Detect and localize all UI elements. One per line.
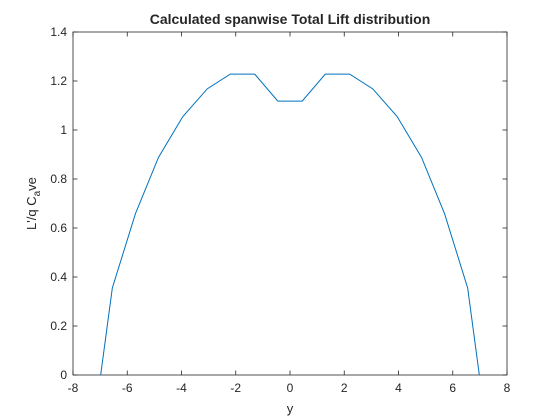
x-tick-label: -2 [230,381,241,395]
y-tick-label: 1.2 [50,74,67,88]
axis-ticks: -8 -6 -4 -2 0 2 4 6 8 0 0.2 0.4 0.6 0.8 1 1.2 1.4 [50,25,510,395]
y-tick-label: 0.4 [50,270,67,284]
y-tick-label: 0 [60,368,67,382]
y-tick-label: 0.6 [50,221,67,235]
x-tick-label: 8 [504,381,511,395]
y-axis-label-subscript: a [32,190,43,196]
y-tick-label: 0.8 [50,172,67,186]
x-tick-label: -8 [68,381,79,395]
x-tick-label: 6 [449,381,456,395]
plot-area [72,31,508,376]
x-tick-label: 2 [341,381,348,395]
y-axis-label-suffix: ve [24,177,39,191]
x-axis-label: y [287,401,294,416]
x-tick-label: -4 [176,381,187,395]
y-axis-label: L'/q Cave [24,177,43,230]
series-line-0 [100,73,480,376]
x-tick-label: -6 [122,381,133,395]
series-group [100,73,480,376]
y-tick-label: 1.4 [50,25,67,39]
chart-title: Calculated spanwise Total Lift distribut… [150,11,431,27]
y-tick-label: 1 [60,123,67,137]
x-tick-label: 4 [395,381,402,395]
x-tick-label: 0 [287,381,294,395]
y-axis-label-prefix: L'/q C [24,196,39,230]
y-tick-label: 0.2 [50,319,67,333]
